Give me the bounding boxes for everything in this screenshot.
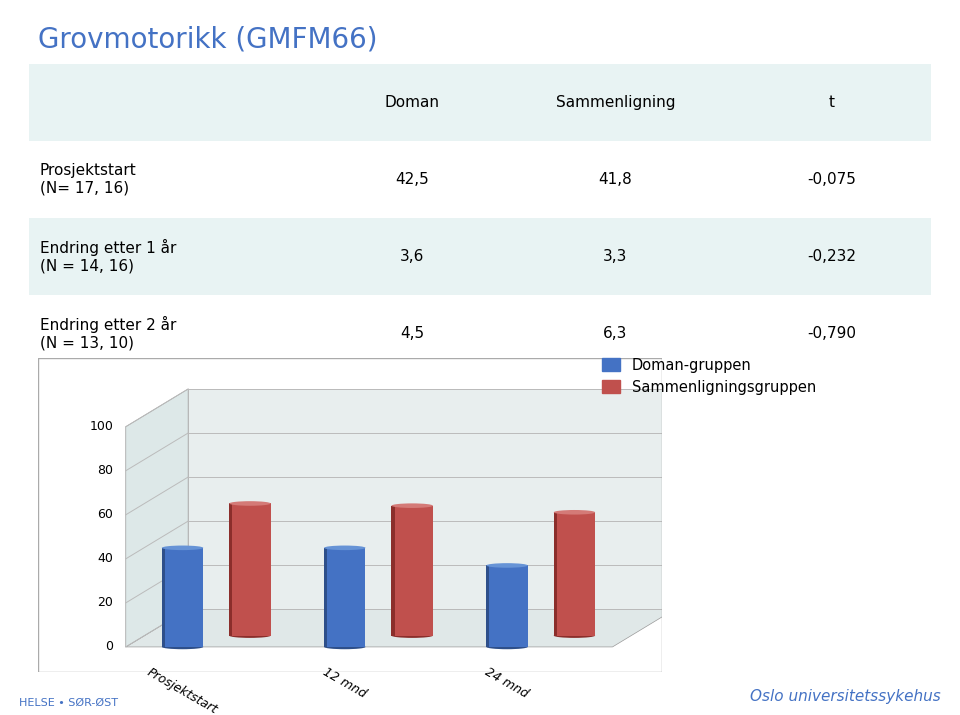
Text: 20: 20	[97, 596, 113, 609]
Ellipse shape	[162, 645, 204, 649]
FancyBboxPatch shape	[326, 295, 498, 372]
Text: Sammenligning: Sammenligning	[556, 95, 675, 110]
Ellipse shape	[324, 546, 366, 550]
Text: 3,3: 3,3	[603, 249, 628, 264]
Text: Endring etter 1 år
(N = 14, 16): Endring etter 1 år (N = 14, 16)	[39, 240, 176, 274]
Polygon shape	[229, 503, 232, 636]
FancyBboxPatch shape	[29, 295, 326, 372]
Polygon shape	[188, 389, 675, 609]
Polygon shape	[229, 503, 271, 636]
FancyBboxPatch shape	[498, 295, 732, 372]
Polygon shape	[554, 512, 595, 636]
FancyBboxPatch shape	[29, 64, 326, 142]
Text: Endring etter 2 år
(N = 13, 10): Endring etter 2 år (N = 13, 10)	[39, 316, 176, 350]
FancyBboxPatch shape	[498, 64, 732, 142]
FancyBboxPatch shape	[732, 218, 931, 295]
Text: Oslo universitetssykehus: Oslo universitetssykehus	[750, 689, 941, 704]
FancyBboxPatch shape	[326, 218, 498, 295]
Ellipse shape	[229, 633, 271, 638]
Text: Prosjektstart: Prosjektstart	[144, 666, 220, 715]
Polygon shape	[487, 566, 528, 647]
FancyBboxPatch shape	[326, 64, 498, 142]
FancyBboxPatch shape	[29, 218, 326, 295]
Text: 40: 40	[97, 553, 113, 566]
FancyBboxPatch shape	[29, 142, 326, 218]
Ellipse shape	[162, 546, 204, 550]
Ellipse shape	[487, 563, 528, 568]
Polygon shape	[162, 548, 165, 647]
FancyBboxPatch shape	[732, 295, 931, 372]
Text: t: t	[828, 95, 835, 110]
Polygon shape	[126, 389, 188, 647]
Text: 24 mnd: 24 mnd	[483, 666, 530, 701]
Text: -0,790: -0,790	[807, 326, 856, 341]
Ellipse shape	[392, 503, 433, 508]
Text: Doman: Doman	[385, 95, 440, 110]
FancyBboxPatch shape	[498, 142, 732, 218]
Text: 42,5: 42,5	[396, 172, 429, 187]
Polygon shape	[487, 566, 490, 647]
Ellipse shape	[554, 633, 595, 638]
Text: 41,8: 41,8	[598, 172, 633, 187]
Text: Prosjektstart
(N= 17, 16): Prosjektstart (N= 17, 16)	[39, 164, 136, 196]
Text: 0: 0	[106, 641, 113, 654]
Text: Grovmotorikk (GMFM66): Grovmotorikk (GMFM66)	[38, 25, 378, 53]
Text: -0,232: -0,232	[807, 249, 856, 264]
Polygon shape	[126, 609, 675, 647]
Text: -0,075: -0,075	[807, 172, 856, 187]
Text: 60: 60	[97, 508, 113, 521]
Ellipse shape	[324, 645, 366, 649]
Polygon shape	[324, 548, 327, 647]
Text: 6,3: 6,3	[603, 326, 628, 341]
Text: 3,6: 3,6	[400, 249, 424, 264]
Polygon shape	[324, 548, 366, 647]
Polygon shape	[392, 506, 433, 636]
Ellipse shape	[392, 633, 433, 638]
FancyBboxPatch shape	[498, 218, 732, 295]
Polygon shape	[554, 512, 557, 636]
Text: 12 mnd: 12 mnd	[321, 666, 368, 701]
Ellipse shape	[487, 645, 528, 649]
Ellipse shape	[229, 501, 271, 506]
Text: 80: 80	[97, 464, 113, 477]
Ellipse shape	[554, 510, 595, 515]
Text: 4,5: 4,5	[400, 326, 424, 341]
Legend: Doman-gruppen, Sammenligningsgruppen: Doman-gruppen, Sammenligningsgruppen	[603, 358, 816, 395]
FancyBboxPatch shape	[732, 64, 931, 142]
FancyBboxPatch shape	[732, 142, 931, 218]
Text: 100: 100	[89, 420, 113, 433]
Text: HELSE • SØR-ØST: HELSE • SØR-ØST	[19, 698, 118, 708]
Polygon shape	[392, 506, 395, 636]
Polygon shape	[162, 548, 204, 647]
FancyBboxPatch shape	[326, 142, 498, 218]
